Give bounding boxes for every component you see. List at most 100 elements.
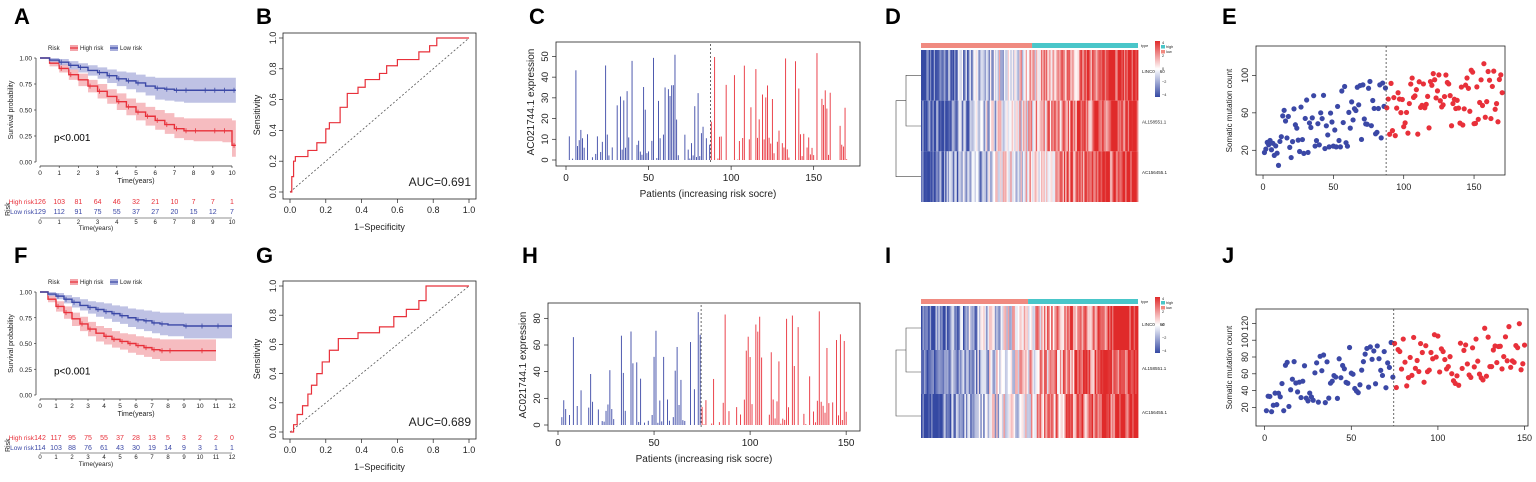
risk-x-tick-label: 5	[134, 220, 138, 226]
heatmap-cell	[1003, 151, 1006, 202]
heatmap-cell	[1056, 306, 1059, 350]
x-tick-label: 11	[213, 403, 220, 410]
heatmap-cell	[1068, 306, 1071, 350]
heatmap-cell	[1016, 394, 1019, 438]
heatmap-cell	[1100, 151, 1103, 202]
heatmap-cell	[1090, 394, 1093, 438]
heatmap-cell	[955, 306, 958, 350]
heatmap-cell	[1080, 306, 1082, 350]
heatmap-cell	[1040, 100, 1043, 152]
heatmap-cell	[1071, 100, 1074, 152]
heatmap-cell	[968, 100, 970, 152]
heatmap-cell	[1009, 394, 1012, 438]
heatmap-cell	[1109, 50, 1112, 101]
heatmap-cell	[981, 394, 984, 438]
heatmap-cell	[927, 50, 930, 101]
heatmap-cell	[1014, 50, 1016, 101]
heatmap-cell	[1046, 151, 1048, 202]
heatmap-cell	[1098, 306, 1101, 350]
heatmap-cell	[1067, 100, 1070, 152]
heatmap-cell	[1083, 350, 1085, 394]
heatmap-cell	[1055, 151, 1057, 202]
risk-count: 12	[209, 209, 217, 216]
heatmap-cell	[1032, 151, 1034, 202]
heatmap-cell	[988, 394, 991, 438]
heatmap-cell	[1098, 394, 1101, 438]
x-tick-label: 10	[196, 403, 204, 410]
heatmap-cell	[1000, 50, 1002, 101]
risk-x-tick-label: 6	[154, 220, 158, 226]
heatmap-cell	[1039, 350, 1042, 394]
heatmap-cell	[1011, 50, 1014, 101]
heatmap-cell	[990, 394, 993, 438]
heatmap-cell	[1083, 100, 1085, 152]
heatmap-cell	[970, 100, 973, 152]
km-plot-A: 0.000.250.500.751.000 1 2 3 4 5 6 7 8 9 10Time(yea…	[5, 45, 236, 232]
heatmap-cell	[1057, 100, 1060, 152]
heatmap-cell	[922, 306, 925, 350]
heatmap-cell	[1033, 100, 1036, 152]
heatmap-cell	[991, 50, 993, 101]
heatmap-cell	[939, 394, 942, 438]
heatmap-cell	[1048, 50, 1051, 101]
mutation-point	[1366, 384, 1372, 390]
mutation-point	[1380, 80, 1386, 86]
risk-count: 14	[164, 445, 172, 452]
type-swatch	[1161, 306, 1165, 310]
y-tick-label: 0.0	[268, 426, 278, 439]
mutation-point	[1325, 132, 1331, 138]
heatmap-cell	[1061, 350, 1064, 394]
row-dendrogram	[895, 75, 921, 177]
heatmap-cell	[950, 151, 953, 202]
heatmap-cell	[1062, 306, 1065, 350]
heatmap-cell	[1062, 151, 1065, 202]
heatmap-cell	[1074, 394, 1077, 438]
heatmap-cell	[1127, 151, 1130, 202]
heatmap-cell	[926, 394, 929, 438]
heatmap-cell	[1000, 151, 1002, 202]
heatmap-cell	[1022, 394, 1025, 438]
heatmap-cell	[938, 306, 941, 350]
y-tick-label: 80	[1240, 352, 1250, 362]
heatmap-cell	[1065, 100, 1067, 152]
heatmap-cell	[1134, 100, 1136, 152]
heatmap-cell	[1124, 350, 1127, 394]
mutation-point	[1375, 105, 1381, 112]
heatmap-cell	[1067, 350, 1069, 394]
heatmap-cell	[922, 350, 925, 394]
heatmap-cell	[995, 151, 997, 202]
heatmap-cell	[1084, 151, 1087, 202]
heatmap-cell	[954, 350, 957, 394]
heatmap-cell	[983, 100, 986, 152]
heatmap-cell	[981, 350, 984, 394]
mutation-point	[1463, 342, 1469, 348]
heatmap-cell	[1043, 50, 1046, 101]
heatmap-cell	[1129, 350, 1132, 394]
heatmap-cell	[1058, 100, 1061, 152]
x-tick-label: 4	[102, 403, 106, 410]
type-swatch	[1161, 301, 1165, 305]
mutation-point	[1355, 390, 1361, 396]
type-label: low	[1166, 306, 1172, 310]
y-tick-label: 0.4	[268, 367, 278, 380]
heatmap-cell	[1101, 350, 1104, 394]
heatmap-cell	[1042, 50, 1044, 101]
heatmap-cell	[1053, 50, 1056, 101]
heatmap-cell	[926, 151, 928, 202]
heatmap-cell	[1049, 306, 1052, 350]
type-label: high	[1166, 301, 1173, 305]
mutation-point	[1360, 82, 1366, 88]
heatmap-cell	[973, 151, 976, 202]
heatmap-cell	[1088, 394, 1091, 438]
heatmap-cell	[1054, 350, 1056, 394]
mutation-point	[1312, 370, 1318, 376]
y-tick-label: 0.50	[19, 341, 32, 348]
heatmap-cell	[926, 306, 929, 350]
heatmap-cell	[1016, 151, 1019, 202]
risk-count: 1	[214, 445, 218, 452]
heatmap-cell	[1038, 306, 1041, 350]
mutation-point	[1323, 123, 1329, 129]
mutation-point	[1289, 139, 1296, 145]
heatmap-cell	[1056, 50, 1058, 101]
x-tick-label: 50	[648, 438, 660, 449]
